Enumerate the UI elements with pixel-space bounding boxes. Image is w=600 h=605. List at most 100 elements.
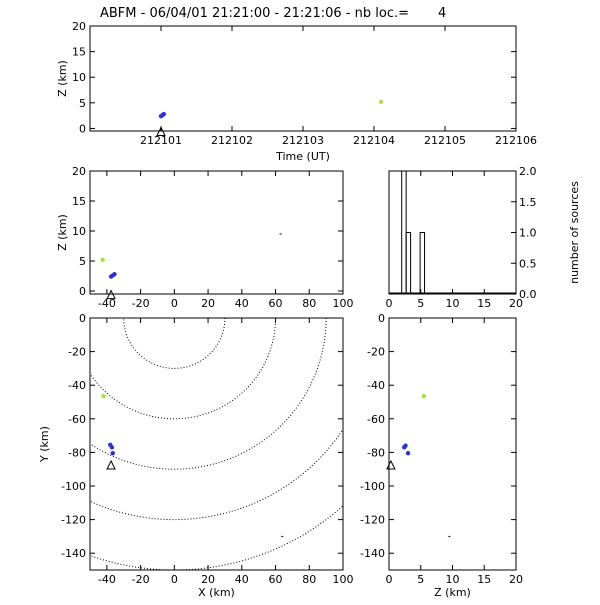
x-tick-label: -20 [132,573,150,586]
x-tick-label: 20 [201,297,215,310]
panels: 212101 212102 212103 212104 212105 212106 0 5 10… [38,20,582,599]
y-tick-label: 0 [79,285,86,298]
y-tick-label: 10 [72,225,86,238]
station-triangle [106,289,116,300]
y-tick-label: -140 [360,547,385,560]
y-axis-label: Y (km) [38,426,51,463]
y-tick-label: -60 [367,413,385,426]
y-tick-label: 5 [79,255,86,268]
y-tick-label: 0 [378,312,385,325]
x-tick-label: 10 [446,573,460,586]
x-tick-label: 100 [333,297,354,310]
source-mark-0 [448,535,451,537]
station-triangle [156,126,166,137]
plot-frame [89,25,517,132]
x-tick-label: 212106 [495,134,537,147]
plot-area [402,393,451,537]
x-tick-label: 212105 [424,134,466,147]
x-tick-label: 20 [201,573,215,586]
y-tick-label: -140 [61,547,86,560]
source-point-3 [100,257,105,262]
x-axis-label: Z (km) [434,586,471,599]
panel-x-altitude: -40 -20 0 20 40 60 80 100 0 5 10 15 20 Z (km) [56,165,354,310]
plot-frame [89,317,344,571]
panel-altitude-y: 0 5 10 15 20 0 -20 -40 -60 -80 -100 -120 -140 Z (km) [360,312,523,599]
x-tick-label: 20 [509,573,523,586]
x-tick-label: -20 [132,297,150,310]
range-circle-2 [90,318,327,470]
x-tick-label: 100 [333,573,354,586]
x-axis-label: Time (UT) [275,150,330,163]
x-tick-label: 40 [235,573,249,586]
x-tick-label: 212104 [353,134,395,147]
y-tick-label: 1.5 [519,196,537,209]
x-tick-label: 0 [386,573,393,586]
x-tick-label: 212103 [282,134,324,147]
plot-frame [89,170,344,295]
x-tick-label: -40 [98,573,116,586]
source-point-3 [421,393,427,399]
plot-area [100,233,282,279]
y-tick-label: 0.0 [519,288,537,301]
source-point-1 [109,445,115,450]
y-tick-label: -80 [68,446,86,459]
source-point-2 [110,451,115,456]
plot-frame [388,317,517,571]
y-tick-label: -80 [367,446,385,459]
histogram-bin-0 [401,171,407,294]
panel-altitude-histogram: 0 5 10 15 200.0 0.5 1.0 1.5 2.0 number of sources [386,165,582,310]
y-tick-label: 20 [72,20,86,33]
y-axis-label: Z (km) [56,60,69,97]
x-tick-label: 5 [417,573,424,586]
source-mark-0 [281,535,284,537]
x-tick-label: 212101 [140,134,182,147]
station-triangle [386,459,396,470]
x-tick-label: 0 [171,297,178,310]
y-tick-label: -40 [367,379,385,392]
y-axis-label: number of sources [568,181,581,284]
x-tick-label: 0 [171,573,178,586]
x-tick-label: 15 [477,573,491,586]
plot-area [158,99,384,119]
y-tick-label: 15 [72,46,86,59]
figure-title: ABFM - 06/04/01 21:21:00 - 21:21:06 - nb… [100,6,446,21]
source-point-3 [378,99,384,105]
y-tick-label: -20 [68,346,86,359]
y-tick-label: 2.0 [519,165,537,178]
x-tick-label: 5 [417,297,424,310]
y-tick-label: 15 [72,195,86,208]
y-tick-label: 5 [79,97,86,110]
x-tick-label: 80 [302,573,316,586]
y-tick-label: 10 [72,71,86,84]
y-tick-label: -100 [360,480,385,493]
x-tick-label: -40 [98,297,116,310]
source-mark-0 [279,233,282,235]
source-point-3 [101,393,106,399]
y-tick-label: -100 [61,480,86,493]
panel-x-y-plan: -40 -20 0 20 40 60 80 100 0 -20 -40 -60 -80 -100 -120 -… [38,312,354,599]
y-tick-label: -120 [61,514,86,527]
y-tick-label: 20 [72,165,86,178]
source-point-2 [405,451,411,456]
y-tick-label: -120 [360,514,385,527]
histogram-bin-2 [419,232,426,294]
y-tick-label: 0.5 [519,257,537,270]
source-point-2 [112,272,117,277]
x-tick-label: 80 [302,297,316,310]
x-tick-label: 20 [509,297,523,310]
x-tick-label: 60 [269,573,283,586]
source-point-2 [161,111,167,117]
y-axis-label: Z (km) [56,214,69,251]
y-tick-label: 0 [79,122,86,135]
x-tick-label: 0 [386,297,393,310]
y-tick-label: 1.0 [519,227,537,240]
source-point-1 [403,443,408,448]
y-tick-label: -40 [68,379,86,392]
x-tick-label: 60 [269,297,283,310]
y-tick-label: -20 [367,346,385,359]
station-triangle [106,459,116,470]
y-tick-label: 0 [79,312,86,325]
x-tick-label: 212102 [211,134,253,147]
